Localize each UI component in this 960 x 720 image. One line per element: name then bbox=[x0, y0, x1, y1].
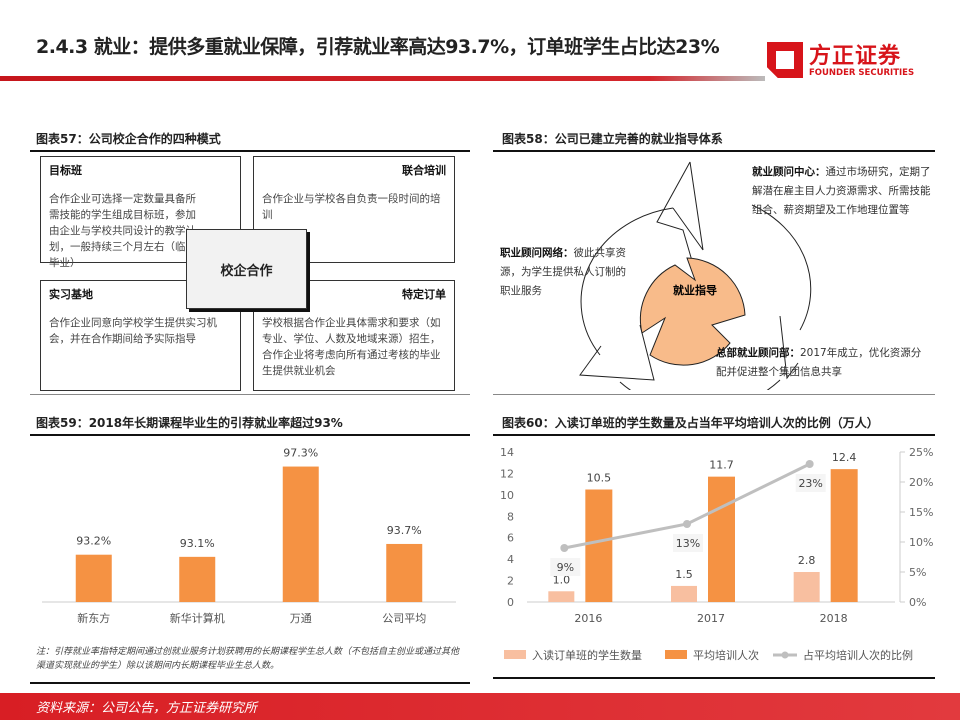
bar bbox=[386, 543, 423, 602]
fig59-title: 图表59：2018年长期课程毕业生的引荐就业率超过93% bbox=[36, 416, 343, 430]
divider bbox=[30, 150, 470, 152]
data-label: 93.7% bbox=[387, 524, 422, 537]
ratio-point bbox=[683, 520, 691, 528]
mode-box-target-class: 目标班 合作企业可选择一定数量具备所需技能的学生组成目标班，参加由企业与学校共同… bbox=[40, 156, 241, 269]
logo-mark-icon bbox=[767, 42, 803, 78]
divider bbox=[493, 434, 935, 436]
divider bbox=[493, 394, 935, 395]
data-label: 11.7 bbox=[709, 459, 734, 472]
left-tick-label: 2 bbox=[507, 575, 514, 588]
box-text: 合作企业与学校各自负责一段时间的培训 bbox=[262, 193, 441, 221]
right-tick-label: 15% bbox=[909, 506, 933, 519]
box-head: 实习基地 bbox=[49, 288, 93, 301]
box-text: 合作企业同意向学校学生提供实习机会，并在合作期间给予实际指导 bbox=[49, 317, 217, 345]
logo-cn: 方正证券 bbox=[809, 44, 902, 69]
bar bbox=[282, 466, 319, 602]
x-tick-label: 公司平均 bbox=[382, 612, 426, 625]
ratio-label-bg bbox=[550, 558, 581, 576]
right-tick-label: 20% bbox=[909, 476, 933, 489]
data-label: 93.2% bbox=[76, 535, 111, 548]
legend-label: 平均培训人次 bbox=[693, 648, 759, 662]
box-text: 学校根据合作企业具体需求和要求（如专业、学位、人数及地域来源）招生，合作企业将考… bbox=[262, 317, 441, 377]
divider bbox=[493, 150, 935, 152]
bar-avg-training bbox=[830, 469, 858, 602]
divider bbox=[30, 682, 470, 684]
x-tick-label: 万通 bbox=[290, 612, 312, 625]
title-underline bbox=[0, 76, 765, 81]
legend-swatch bbox=[504, 650, 526, 659]
ratio-label-bg bbox=[673, 534, 703, 552]
divider bbox=[30, 394, 470, 395]
cycle-arrows bbox=[580, 162, 808, 390]
right-tick-label: 0% bbox=[909, 596, 926, 609]
x-tick-label: 2017 bbox=[697, 612, 725, 625]
item-career-center: 就业顾问中心：通过市场研究，定期了解潜在雇主目人力资源需求、所需技能组合、薪资期… bbox=[752, 166, 931, 216]
fig57-title: 图表57：公司校企合作的四种模式 bbox=[36, 132, 221, 146]
box-head: 特定订单 bbox=[402, 288, 446, 301]
data-label: 93.1% bbox=[180, 537, 215, 550]
chart-60: 0 2 4 6 8 10 12 14 0% 5% 10% 15% 20% 25% 1.0 10.5 2016 1.… bbox=[500, 446, 933, 662]
center-pie bbox=[639, 257, 746, 366]
data-label: 97.3% bbox=[283, 447, 318, 460]
center-box: 校企合作 bbox=[186, 229, 307, 309]
legend-marker bbox=[781, 651, 789, 659]
chart-59: 93.2% 新东方 93.1% 新华计算机 97.3% 万通 93.7% 公司平均 bbox=[42, 447, 456, 625]
ratio-label: 9% bbox=[557, 561, 574, 574]
data-label: 2.8 bbox=[798, 554, 816, 567]
founder-logo: 方正证券 FOUNDER SECURITIES bbox=[767, 38, 937, 82]
ratio-label: 23% bbox=[798, 477, 822, 490]
box-head: 目标班 bbox=[49, 164, 82, 177]
source-text: 资料来源：公司公告，方正证券研究所 bbox=[36, 701, 258, 716]
bar-order-students bbox=[793, 572, 820, 602]
right-tick-label: 25% bbox=[909, 446, 933, 459]
x-tick-label: 新东方 bbox=[77, 611, 110, 625]
left-tick-label: 14 bbox=[500, 446, 514, 459]
bar bbox=[179, 556, 216, 602]
left-tick-label: 0 bbox=[507, 596, 514, 609]
mode-box-joint-training: 联合培训 合作企业与学校各自负责一段时间的培训 bbox=[253, 156, 455, 263]
bar-order-students bbox=[548, 591, 575, 602]
bar bbox=[75, 554, 112, 602]
legend-swatch bbox=[665, 650, 687, 659]
ratio-label: 13% bbox=[676, 537, 700, 550]
left-tick-label: 8 bbox=[507, 510, 514, 523]
x-tick-label: 2018 bbox=[820, 612, 848, 625]
x-tick-label: 2016 bbox=[574, 612, 602, 625]
legend-label: 入读订单班的学生数量 bbox=[532, 648, 642, 662]
legend-label: 占平均培训人次的比例 bbox=[803, 648, 913, 662]
left-tick-label: 10 bbox=[500, 489, 514, 502]
item-advisor-network: 职业顾问网络：彼此共享资源，为学生提供私人订制的职业服务 bbox=[500, 247, 626, 297]
left-tick-label: 12 bbox=[500, 467, 514, 480]
logo-en: FOUNDER SECURITIES bbox=[809, 68, 915, 78]
guidance-cycle-diagram: 就业指导 bbox=[579, 161, 812, 390]
fig58-title: 图表58：公司已建立完善的就业指导体系 bbox=[502, 132, 723, 146]
fig60-title: 图表60：入读订单班的学生数量及占当年平均培训人次的比例（万人） bbox=[502, 416, 879, 430]
data-label: 12.4 bbox=[832, 451, 857, 464]
right-tick-label: 5% bbox=[909, 566, 926, 579]
data-label: 1.0 bbox=[553, 573, 571, 586]
left-tick-label: 4 bbox=[507, 553, 514, 566]
box-text: 合作企业可选择一定数量具备所需技能的学生组成目标班，参加由企业与学校共同设计的教… bbox=[49, 193, 196, 269]
right-tick-label: 10% bbox=[909, 536, 933, 549]
bar-avg-training bbox=[708, 476, 735, 602]
mode-box-order: 特定订单 学校根据合作企业具体需求和要求（如专业、学位、人数及地域来源）招生，合… bbox=[253, 280, 455, 391]
bar-avg-training bbox=[585, 489, 613, 602]
item-hq-dept: 总部就业顾问部：2017年成立，优化资源分配并促进整个集团信息共享 bbox=[716, 347, 922, 378]
ratio-label-bg bbox=[795, 474, 826, 492]
center-label: 就业指导 bbox=[673, 283, 717, 297]
footer-bar: 资料来源：公司公告，方正证券研究所 bbox=[0, 693, 960, 720]
data-label: 1.5 bbox=[675, 568, 693, 581]
divider bbox=[30, 434, 470, 436]
chart-note: 注：引荐就业率指特定期间通过创就业服务计划获聘用的长期课程学生总人数（不包括自主… bbox=[36, 647, 460, 671]
ratio-point bbox=[805, 460, 814, 468]
left-tick-label: 6 bbox=[507, 532, 514, 545]
ratio-point bbox=[560, 544, 569, 552]
x-tick-label: 新华计算机 bbox=[170, 611, 225, 625]
data-label: 10.5 bbox=[587, 472, 612, 485]
divider bbox=[493, 677, 935, 679]
box-head: 联合培训 bbox=[402, 164, 446, 177]
bar-order-students bbox=[671, 585, 697, 602]
page-title: 2.4.3 就业：提供多重就业保障，引荐就业率高达93.7%，订单班学生占比达2… bbox=[36, 36, 720, 58]
